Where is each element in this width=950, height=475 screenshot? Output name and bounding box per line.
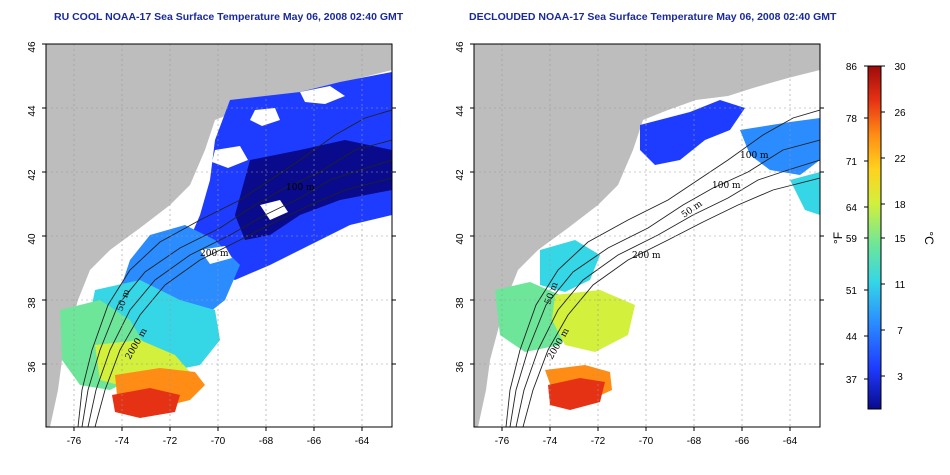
right-contour-label-100m-a: 100 m — [740, 151, 769, 161]
left-lon-label-66: -66 — [307, 436, 322, 447]
left-contour-2000m — [94, 177, 392, 427]
right-sst-yellow — [552, 290, 635, 352]
left-contour-50m — [77, 109, 392, 427]
right-map-title: DECLOUDED NOAA-17 Sea Surface Temperatur… — [469, 11, 837, 23]
right-lat-label-44: 44 — [455, 105, 466, 117]
left-lat-label-40: 40 — [27, 233, 38, 245]
colorbar-c-label-18: 18 — [894, 200, 906, 211]
right-lat-label-36: 36 — [455, 361, 466, 373]
left-lat-label-44: 44 — [27, 105, 38, 117]
colorbar-f-label-37: 37 — [846, 375, 858, 386]
colorbar-c-label-15: 15 — [894, 234, 906, 245]
right-lon-label-64: -64 — [783, 436, 798, 447]
colorbar-unit-fahrenheit: °F — [831, 232, 845, 244]
colorbar-f-label-78: 78 — [846, 114, 858, 125]
colorbar-f-label-51: 51 — [846, 286, 858, 297]
right-lon-label-68: -68 — [687, 436, 702, 447]
right-lat-label-42: 42 — [455, 169, 466, 181]
right-lon-label-72: -72 — [591, 436, 606, 447]
left-contour-200m — [87, 159, 392, 427]
colorbar-c-label-7: 7 — [897, 326, 903, 337]
right-contour-label-200m: 200 m — [632, 251, 661, 261]
right-lat-label-38: 38 — [455, 297, 466, 309]
left-map: 100 m 200 m 50 m 2000 m — [27, 41, 396, 447]
right-sst-blue-north — [640, 100, 745, 165]
colorbar-gradient — [867, 65, 882, 410]
left-lat-label-36: 36 — [27, 361, 38, 373]
left-lon-label-68: -68 — [259, 436, 274, 447]
right-land — [474, 44, 820, 427]
right-lon-label-76: -76 — [495, 436, 510, 447]
left-lat-label-46: 46 — [27, 41, 38, 53]
left-contour-100m — [81, 139, 392, 427]
colorbar-c-label-30: 30 — [894, 62, 906, 73]
right-sst-blue-east — [740, 118, 820, 175]
right-contour-50m — [505, 109, 820, 427]
colorbar-c-label-26: 26 — [894, 108, 906, 119]
left-lon-label-76: -76 — [67, 436, 82, 447]
left-lon-label-74: -74 — [115, 436, 130, 447]
left-land — [46, 44, 392, 427]
right-grid — [474, 44, 820, 427]
left-map-title: RU COOL NOAA-17 Sea Surface Temperature … — [54, 11, 404, 23]
left-grid — [46, 44, 392, 427]
left-lat-label-38: 38 — [27, 297, 38, 309]
right-lat-label-46: 46 — [455, 41, 466, 53]
colorbar-f-label-44: 44 — [846, 332, 858, 343]
colorbar-c-label-11: 11 — [895, 280, 906, 291]
left-contour-label-100m: 100 m — [286, 183, 315, 193]
colorbar-f-label-86: 86 — [846, 62, 858, 73]
left-contour-label-200m: 200 m — [200, 249, 229, 259]
right-tick-marks — [470, 43, 824, 431]
colorbar: 86 78 71 64 59 51 44 37 30 26 22 18 15 1… — [831, 62, 936, 410]
left-tick-marks — [42, 43, 396, 431]
colorbar-f-label-59: 59 — [846, 234, 858, 245]
left-sst-red — [112, 388, 180, 418]
right-sst-cyan-east — [790, 172, 820, 215]
right-lat-label-40: 40 — [455, 233, 466, 245]
right-lon-label-70: -70 — [639, 436, 654, 447]
left-cloud-patches — [200, 86, 345, 264]
right-contour-2000m — [522, 177, 820, 427]
right-contour-100m — [509, 139, 820, 427]
right-map: 100 m 100 m 50 m 200 m 50 m 2000 m — [455, 41, 824, 447]
right-sst-red — [548, 378, 605, 410]
colorbar-unit-celsius: °C — [922, 231, 936, 245]
colorbar-c-label-3: 3 — [897, 372, 903, 383]
right-contour-200m — [515, 159, 820, 427]
colorbar-tick-marks — [864, 65, 885, 380]
left-lon-label-64: -64 — [355, 436, 370, 447]
left-lon-label-72: -72 — [163, 436, 178, 447]
left-lat-label-42: 42 — [27, 169, 38, 181]
colorbar-f-label-64: 64 — [846, 203, 858, 214]
colorbar-c-label-22: 22 — [894, 154, 906, 165]
colorbar-f-label-71: 71 — [846, 157, 858, 168]
right-lon-label-74: -74 — [543, 436, 558, 447]
left-lon-label-70: -70 — [211, 436, 226, 447]
right-contour-label-100m-b: 100 m — [712, 181, 741, 191]
right-lon-label-66: -66 — [735, 436, 750, 447]
